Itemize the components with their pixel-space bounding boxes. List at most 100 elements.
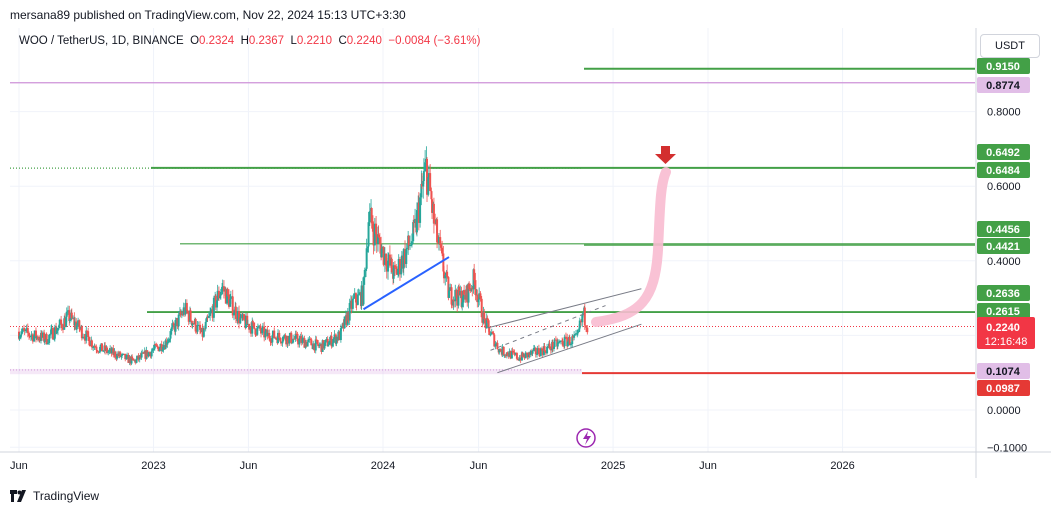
candle-body xyxy=(60,323,63,329)
candle-body xyxy=(340,326,343,329)
candle-body xyxy=(531,350,534,354)
candle-body xyxy=(583,307,586,326)
candle-body xyxy=(291,342,294,344)
candle-body xyxy=(552,346,555,349)
candle-body xyxy=(434,223,437,225)
drawings[interactable] xyxy=(362,146,676,448)
candle-body xyxy=(95,347,98,350)
candle-body xyxy=(559,340,562,342)
candle-body xyxy=(469,289,472,291)
candle-body xyxy=(292,338,295,343)
candle-body xyxy=(287,336,290,344)
price-tag xyxy=(977,363,1030,379)
candle-body xyxy=(412,222,415,242)
candle-body xyxy=(454,289,457,302)
candle-body xyxy=(48,334,51,336)
candle-body xyxy=(116,353,119,359)
price-tag-label: 0.4456 xyxy=(986,224,1020,236)
candle-body xyxy=(107,351,110,353)
candle-body xyxy=(246,324,249,326)
candle-body xyxy=(119,352,122,357)
candle-body xyxy=(307,339,310,343)
candle-body xyxy=(23,330,26,332)
candle-body xyxy=(518,357,521,361)
candle-body xyxy=(480,298,483,318)
candle-body xyxy=(568,336,571,346)
candle-body xyxy=(264,331,267,338)
arrow-down-icon[interactable] xyxy=(655,146,676,164)
candle-body xyxy=(473,269,476,281)
candle-body xyxy=(355,302,358,305)
candle-body xyxy=(134,360,137,363)
candle-body xyxy=(226,289,229,304)
projection-curve[interactable] xyxy=(591,167,671,327)
candle-body xyxy=(227,294,230,307)
candle-body xyxy=(437,242,440,244)
horizontal-levels[interactable] xyxy=(10,67,975,375)
candle-body xyxy=(323,342,326,349)
candle-body xyxy=(375,223,378,235)
candle-body xyxy=(338,331,341,341)
candle-body xyxy=(295,333,298,335)
candle-body xyxy=(400,255,403,269)
candle-body xyxy=(132,358,135,361)
candle-body xyxy=(420,183,423,187)
candle-body xyxy=(94,346,97,348)
candle-body xyxy=(371,223,374,232)
tradingview-logo-icon xyxy=(10,490,26,502)
candle-body xyxy=(308,338,311,340)
candle-body xyxy=(385,253,388,266)
candle-body xyxy=(89,345,92,347)
candle-body xyxy=(549,348,552,351)
candle-body xyxy=(164,340,167,350)
candle-body xyxy=(493,334,496,347)
candle-body xyxy=(55,330,58,334)
candle-body xyxy=(190,320,193,326)
candle-body xyxy=(509,351,512,359)
candle-body xyxy=(99,346,102,352)
candle-body xyxy=(40,332,43,338)
candle-body xyxy=(75,321,78,330)
candle-body xyxy=(405,247,408,250)
candle-body xyxy=(53,327,56,339)
candle-body xyxy=(320,343,323,352)
currency-button[interactable]: USDT xyxy=(980,34,1040,58)
symbol-name[interactable]: WOO / TetherUS, 1D, BINANCE xyxy=(19,35,184,47)
candle-body xyxy=(503,355,506,357)
candle-body xyxy=(219,295,222,299)
candle-body xyxy=(532,348,535,351)
candle-body xyxy=(112,348,115,356)
candle-body xyxy=(348,302,351,321)
candle-body xyxy=(207,315,210,318)
candle-body xyxy=(375,234,378,244)
candle-body xyxy=(253,322,256,329)
candle-body xyxy=(114,351,117,358)
candle-body xyxy=(226,289,229,295)
candle-body xyxy=(506,352,509,356)
candle-body xyxy=(68,310,71,321)
candle-body xyxy=(474,280,477,295)
channel-lower-line[interactable] xyxy=(497,323,642,374)
low-value: 0.2210 xyxy=(296,35,333,47)
candle-body xyxy=(284,335,287,341)
candle-body xyxy=(293,338,296,340)
blue-trendline[interactable] xyxy=(362,256,450,311)
candle-body xyxy=(135,358,138,363)
candle-body xyxy=(269,338,272,343)
candle-body xyxy=(452,299,455,306)
candle-body xyxy=(387,254,390,261)
candle-body xyxy=(294,333,297,339)
channel-upper-line[interactable] xyxy=(487,288,642,329)
candle-body xyxy=(548,343,551,349)
candle-body xyxy=(328,340,331,345)
candle-body xyxy=(333,334,336,339)
y-tick-label: 0.6000 xyxy=(987,181,1021,193)
high-value: 0.2367 xyxy=(248,35,285,47)
candle-body xyxy=(268,332,271,339)
candle-body xyxy=(83,336,86,338)
candle-body xyxy=(368,211,371,223)
price-tag-label: 0.0987 xyxy=(986,383,1020,395)
candle-body xyxy=(195,331,198,333)
candle-body xyxy=(152,348,155,351)
